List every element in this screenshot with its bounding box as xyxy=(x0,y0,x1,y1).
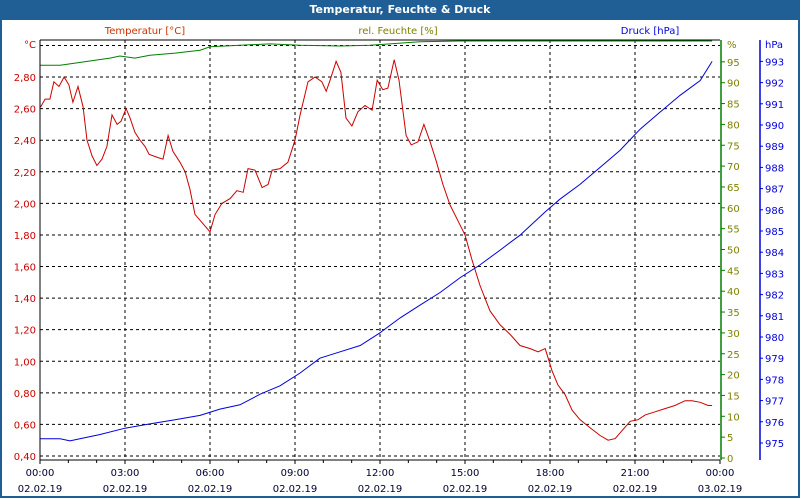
humidity-tick-label: 90 xyxy=(727,79,740,90)
x-tick-time: 03:00 xyxy=(111,468,140,479)
temperature-tick-label: 1,20 xyxy=(14,326,36,337)
x-tick-time: 00:00 xyxy=(706,468,735,479)
temperature-tick-label: 2,00 xyxy=(14,199,36,210)
humidity-tick-label: 95 xyxy=(727,58,740,69)
x-tick-time: 15:00 xyxy=(451,468,480,479)
temperature-tick-label: 0,80 xyxy=(14,389,36,400)
pressure-tick-label: 981 xyxy=(765,312,784,323)
x-tick-time: 12:00 xyxy=(366,468,395,479)
humidity-tick-label: 80 xyxy=(727,120,740,131)
humidity-tick-label: 35 xyxy=(727,308,740,319)
pressure-tick-label: 983 xyxy=(765,269,784,280)
humidity-tick-label: 5 xyxy=(727,433,733,444)
humidity-tick-label: 25 xyxy=(727,350,740,361)
pressure-axis-title: Druck [hPa] xyxy=(621,26,680,37)
x-tick-date: 03.02.19 xyxy=(698,484,743,495)
x-tick-date: 02.02.19 xyxy=(273,484,318,495)
humidity-tick-label: 65 xyxy=(727,183,740,194)
humidity-tick-label: 0 xyxy=(727,454,733,465)
temperature-tick-label: 2,60 xyxy=(14,105,36,116)
temperature-axis-title: Temperatur [°C] xyxy=(104,26,185,37)
humidity-axis-title: rel. Feuchte [%] xyxy=(358,26,437,37)
pressure-unit: hPa xyxy=(765,40,783,51)
pressure-tick-label: 986 xyxy=(765,206,784,217)
x-tick-time: 06:00 xyxy=(196,468,225,479)
x-tick-date: 02.02.19 xyxy=(188,484,233,495)
pressure-tick-label: 982 xyxy=(765,291,784,302)
x-tick-date: 02.02.19 xyxy=(18,484,63,495)
pressure-tick-label: 980 xyxy=(765,333,784,344)
temperature-tick-label: 1,40 xyxy=(14,294,36,305)
humidity-tick-label: 40 xyxy=(727,287,740,298)
x-tick-time: 21:00 xyxy=(621,468,650,479)
pressure-tick-label: 976 xyxy=(765,418,784,429)
pressure-tick-label: 991 xyxy=(765,100,784,111)
humidity-tick-label: 50 xyxy=(727,246,740,257)
humidity-tick-label: 55 xyxy=(727,225,740,236)
humidity-tick-label: 60 xyxy=(727,204,740,215)
pressure-tick-label: 990 xyxy=(765,121,784,132)
temperature-line xyxy=(40,59,713,441)
temperature-tick-label: 1,80 xyxy=(14,231,36,242)
pressure-tick-label: 989 xyxy=(765,142,784,153)
pressure-tick-label: 975 xyxy=(765,439,784,450)
humidity-line xyxy=(40,40,713,66)
humidity-tick-label: 85 xyxy=(727,100,740,111)
temperature-tick-label: 0,60 xyxy=(14,420,36,431)
humidity-tick-label: 30 xyxy=(727,329,740,340)
temperature-tick-label: 0,40 xyxy=(14,452,36,463)
pressure-tick-label: 988 xyxy=(765,163,784,174)
humidity-tick-label: 75 xyxy=(727,141,740,152)
pressure-tick-label: 979 xyxy=(765,354,784,365)
pressure-tick-label: 985 xyxy=(765,227,784,238)
x-tick-date: 02.02.19 xyxy=(443,484,488,495)
temperature-tick-label: 1,00 xyxy=(14,357,36,368)
humidity-tick-label: 70 xyxy=(727,162,740,173)
humidity-unit: % xyxy=(727,40,737,51)
x-tick-date: 02.02.19 xyxy=(358,484,403,495)
x-tick-date: 02.02.19 xyxy=(613,484,658,495)
temperature-tick-label: 2,40 xyxy=(14,136,36,147)
humidity-tick-label: 15 xyxy=(727,391,740,402)
humidity-tick-label: 45 xyxy=(727,266,740,277)
pressure-tick-label: 993 xyxy=(765,57,784,68)
temperature-tick-label: 2,20 xyxy=(14,168,36,179)
pressure-tick-label: 992 xyxy=(765,79,784,90)
temperature-unit: °C xyxy=(24,40,36,51)
x-tick-time: 00:00 xyxy=(26,468,55,479)
pressure-tick-label: 978 xyxy=(765,375,784,386)
temperature-tick-label: 2,80 xyxy=(14,73,36,84)
temperature-tick-label: 1,60 xyxy=(14,263,36,274)
x-tick-time: 09:00 xyxy=(281,468,310,479)
pressure-tick-label: 984 xyxy=(765,248,784,259)
x-tick-date: 02.02.19 xyxy=(528,484,573,495)
pressure-tick-label: 977 xyxy=(765,397,784,408)
humidity-tick-label: 20 xyxy=(727,371,740,382)
x-tick-date: 02.02.19 xyxy=(103,484,148,495)
pressure-tick-label: 987 xyxy=(765,185,784,196)
x-tick-time: 18:00 xyxy=(536,468,565,479)
humidity-tick-label: 10 xyxy=(727,412,740,423)
window-title: Temperatur, Feuchte & Druck xyxy=(0,0,800,20)
pressure-line xyxy=(40,61,713,442)
